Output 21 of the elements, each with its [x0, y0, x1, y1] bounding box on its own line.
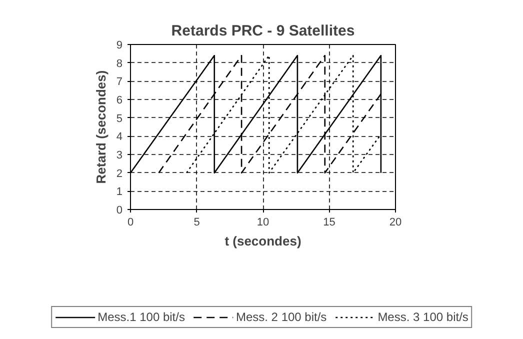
x-axis-title: t (secondes) — [224, 234, 302, 248]
x-tick-label: 0 — [127, 216, 134, 228]
x-tick-label: 20 — [389, 216, 402, 228]
y-tick-label: 7 — [116, 76, 123, 88]
legend-label: Mess. 2 100 bit/s — [236, 310, 327, 324]
y-tick-label: 0 — [116, 204, 123, 216]
legend-label: Mess. 3 100 bit/s — [378, 310, 468, 324]
y-tick-label: 3 — [116, 150, 123, 162]
y-tick-label: 9 — [116, 40, 123, 52]
y-tick-label: 8 — [116, 58, 123, 70]
y-tick-label: 6 — [116, 94, 123, 106]
x-tick-label: 5 — [194, 216, 200, 228]
y-tick-label: 1 — [116, 186, 123, 198]
y-tick-label: 4 — [116, 131, 123, 144]
chart-title: Retards PRC - 9 Satellites — [171, 22, 355, 40]
legend-label: Mess.1 100 bit/s — [98, 310, 185, 324]
y-tick-label: 2 — [116, 168, 123, 180]
y-axis-title: Retard (secondes) — [93, 70, 108, 184]
x-tick-label: 10 — [256, 216, 270, 228]
y-tick-label: 5 — [116, 112, 123, 125]
x-tick-label: 15 — [323, 216, 336, 228]
